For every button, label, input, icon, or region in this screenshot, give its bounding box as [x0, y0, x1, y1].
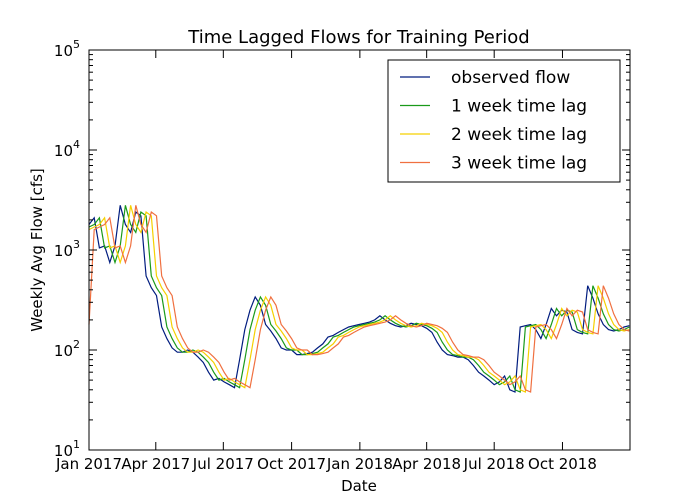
series-line-2	[88, 205, 630, 393]
series-line-1	[88, 205, 630, 393]
x-axis: Jan 2017 Apr 2017 Jul 2017 Oct 2017 Jan 2018…	[55, 50, 597, 473]
legend-label-1: observed flow	[451, 68, 570, 88]
series-line-4	[88, 205, 630, 393]
x-tick-label: Oct 2017	[257, 455, 326, 473]
y-tick-label: 102	[54, 338, 80, 360]
legend-label-4: 3 week time lag	[451, 154, 587, 174]
x-tick-label: Jul 2017	[192, 455, 254, 473]
y-tick-label: 101	[54, 438, 80, 460]
x-tick-label: Jul 2018	[463, 455, 525, 473]
x-tick-label: Jan 2017	[55, 455, 122, 473]
x-axis-label: Date	[341, 477, 377, 495]
x-tick-label: Apr 2017	[121, 455, 190, 473]
y-axis-label: Weekly Avg Flow [cfs]	[28, 168, 46, 332]
y-tick-label: 103	[54, 238, 80, 260]
x-tick-label: Apr 2018	[392, 455, 461, 473]
legend-label-2: 1 week time lag	[451, 97, 587, 117]
legend-label-3: 2 week time lag	[451, 125, 587, 145]
chart-title: Time Lagged Flows for Training Period	[187, 27, 529, 48]
y-tick-label: 104	[54, 138, 80, 160]
legend: observed flow 1 week time lag 2 week time …	[387, 59, 621, 183]
series-line-3	[88, 205, 630, 393]
series-layer	[88, 205, 630, 393]
y-axis: 101 102 103 104 105	[54, 38, 630, 460]
x-tick-label: Jan 2018	[326, 455, 393, 473]
y-tick-label: 105	[54, 38, 80, 60]
x-tick-label: Oct 2018	[528, 455, 597, 473]
legend-box	[387, 59, 621, 183]
